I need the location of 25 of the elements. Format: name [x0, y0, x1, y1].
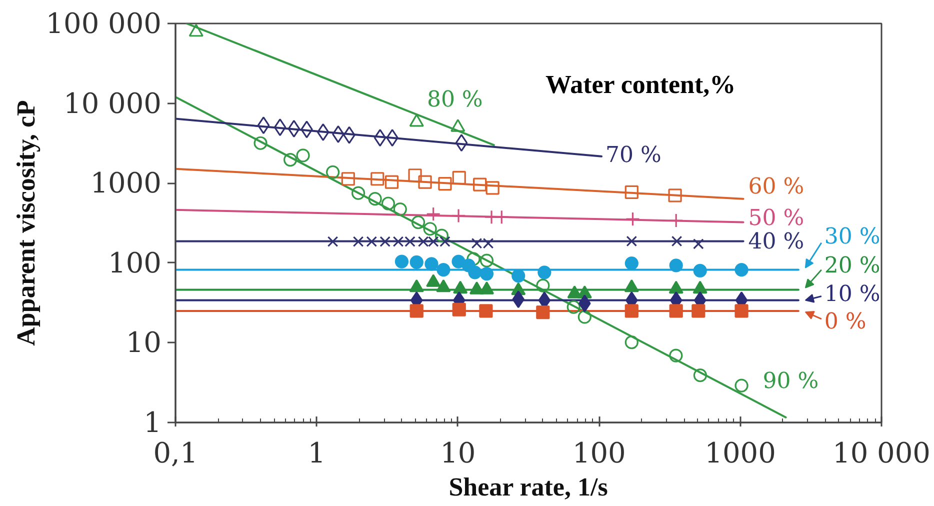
x-tick-label: 10 000: [832, 436, 930, 470]
x-tick-label: 10: [440, 436, 476, 470]
y-tick-label: 1: [144, 406, 162, 439]
legend-label: 10 %: [824, 282, 880, 307]
legend-label: 0 %: [824, 309, 866, 334]
series-label: 80 %: [426, 88, 483, 113]
y-tick-label: 10: [126, 326, 162, 360]
series-label: 90 %: [762, 368, 819, 394]
x-tick-label: 1: [308, 436, 326, 470]
annotation: Water content,%: [546, 70, 736, 99]
x-tick-label: 100: [572, 436, 626, 470]
series-label: 60 %: [748, 174, 804, 200]
legend-label: 20 %: [824, 253, 880, 278]
y-tick-label: 100: [108, 246, 162, 280]
x-tick-label: 0,1: [153, 436, 198, 470]
series-label: 70 %: [606, 142, 662, 168]
x-tick-label: 1000: [704, 436, 776, 470]
x-axis-title: Shear rate, 1/s: [448, 472, 608, 502]
series-label: 50 %: [748, 206, 804, 231]
y-tick-label: 1000: [90, 166, 162, 200]
y-tick-label: 10 000: [64, 86, 162, 120]
series-label: 40 %: [748, 230, 804, 255]
y-tick-label: 100 000: [46, 7, 162, 40]
series-label: 30 %: [824, 224, 880, 250]
y-axis-title: Apparent viscosity, cP: [12, 100, 41, 346]
